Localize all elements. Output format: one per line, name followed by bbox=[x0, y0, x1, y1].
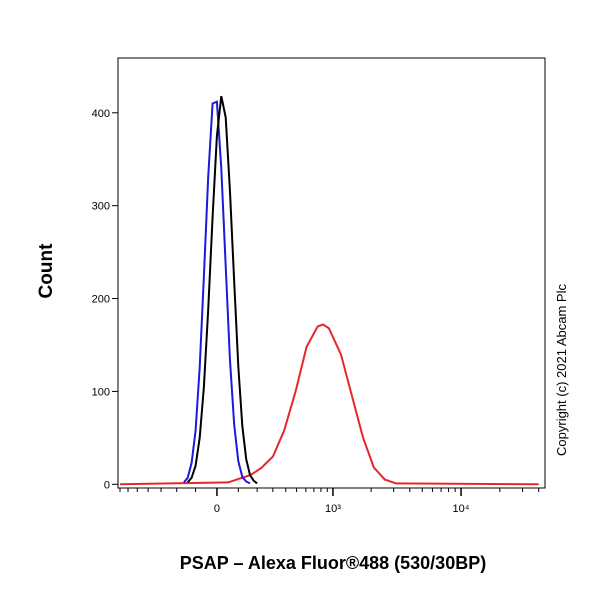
histogram-line bbox=[186, 95, 258, 485]
y-tick-label: 300 bbox=[92, 201, 110, 213]
y-tick-label: 400 bbox=[92, 108, 110, 120]
copyright: Copyright (c) 2021 Abcam Plc bbox=[554, 284, 569, 456]
plot-frame bbox=[117, 57, 546, 489]
y-tick-label: 100 bbox=[92, 386, 110, 398]
histogram-line bbox=[119, 323, 539, 486]
x-axis-label: PSAP – Alexa Fluor®488 (530/30BP) bbox=[180, 553, 486, 573]
x-tick-label: 0 bbox=[214, 503, 220, 515]
x-tick-label: 10³ bbox=[325, 503, 341, 515]
x-tick-label: 10⁴ bbox=[453, 503, 470, 515]
y-axis-label: Count bbox=[36, 243, 57, 299]
y-tick-label: 0 bbox=[104, 479, 110, 491]
histogram-line bbox=[183, 100, 251, 485]
y-tick-label: 200 bbox=[92, 294, 110, 306]
